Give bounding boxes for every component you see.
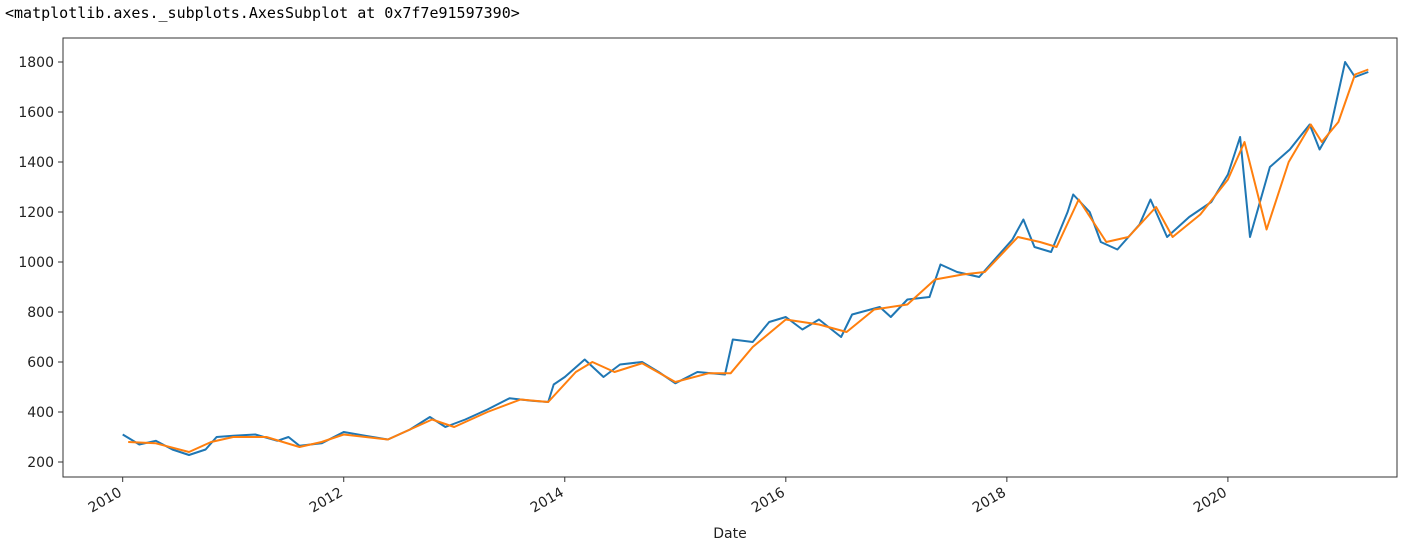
line-series (122, 61, 1369, 456)
x-tick-label: 2018 (970, 485, 1009, 517)
output-text: <matplotlib.axes._subplots.AxesSubplot a… (5, 4, 520, 22)
x-tick-label: 2012 (307, 485, 346, 517)
y-tick-label: 600 (27, 355, 54, 371)
y-tick-label: 1800 (18, 55, 54, 71)
x-tick-label: 2014 (528, 485, 567, 517)
line-series (128, 68, 1369, 453)
y-tick-label: 1000 (18, 255, 54, 271)
y-tick-label: 200 (27, 455, 54, 471)
y-tick-label: 1200 (18, 205, 54, 221)
y-tick-label: 1600 (18, 105, 54, 121)
axes-frame (62, 37, 1398, 478)
y-tick-label: 800 (27, 305, 54, 321)
x-tick-label: 2016 (749, 485, 788, 517)
x-tick-label: 2010 (86, 485, 125, 517)
y-tick-label: 1400 (18, 155, 54, 171)
y-tick-label: 400 (27, 405, 54, 421)
x-axis-label: Date (713, 526, 746, 542)
x-tick-label: 2020 (1191, 485, 1230, 517)
